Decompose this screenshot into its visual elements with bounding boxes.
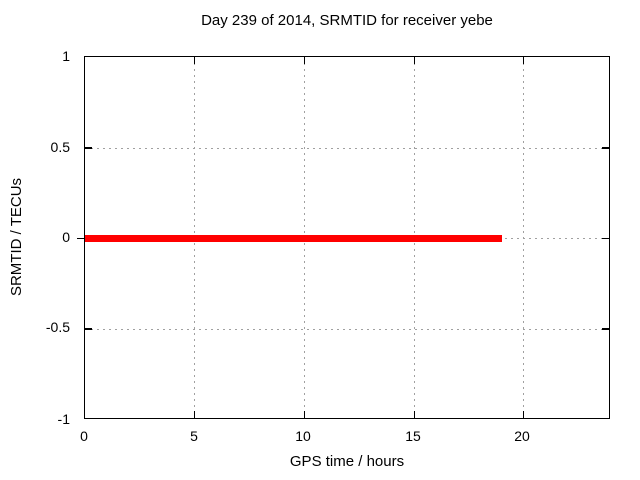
xtick-label-15: 15 <box>405 428 421 444</box>
gridline-x-20 <box>523 57 524 418</box>
ytick-mark--0.5-right <box>602 328 609 330</box>
ytick-label-1: 1 <box>62 48 70 64</box>
ytick-label--1: -1 <box>57 411 70 427</box>
xtick-mark-10-top <box>303 57 305 64</box>
ytick-mark-0.5-left <box>85 147 92 149</box>
ytick-mark-0-outward <box>77 237 85 239</box>
series-srmtid-line <box>85 235 502 242</box>
xtick-label-0: 0 <box>80 428 88 444</box>
gridline-y-0.5 <box>85 148 609 149</box>
ytick-mark-0.5-right <box>602 147 609 149</box>
chart-title: Day 239 of 2014, SRMTID for receiver yeb… <box>201 12 493 29</box>
xtick-mark-10-bottom <box>303 411 305 418</box>
gridline-y--0.5 <box>85 329 609 330</box>
xtick-mark-5-top <box>193 57 195 64</box>
xtick-label-5: 5 <box>190 428 198 444</box>
ytick-label-0.5: 0.5 <box>50 139 70 155</box>
ytick-label-0: 0 <box>62 229 70 245</box>
ytick-mark--0.5-left <box>85 328 92 330</box>
y-axis-label: SRMTID / TECUs <box>8 177 25 297</box>
ytick-label--0.5: -0.5 <box>45 319 70 335</box>
xtick-mark-20-bottom <box>522 411 524 418</box>
ytick-mark-0-right <box>602 237 609 239</box>
xtick-label-20: 20 <box>514 428 530 444</box>
xtick-mark-15-top <box>413 57 415 64</box>
xtick-mark-5-bottom <box>193 411 195 418</box>
plot-area <box>77 56 610 419</box>
xtick-label-10: 10 <box>295 428 311 444</box>
xtick-mark-20-top <box>522 57 524 64</box>
x-axis-label: GPS time / hours <box>289 453 405 470</box>
xtick-mark-15-bottom <box>413 411 415 418</box>
